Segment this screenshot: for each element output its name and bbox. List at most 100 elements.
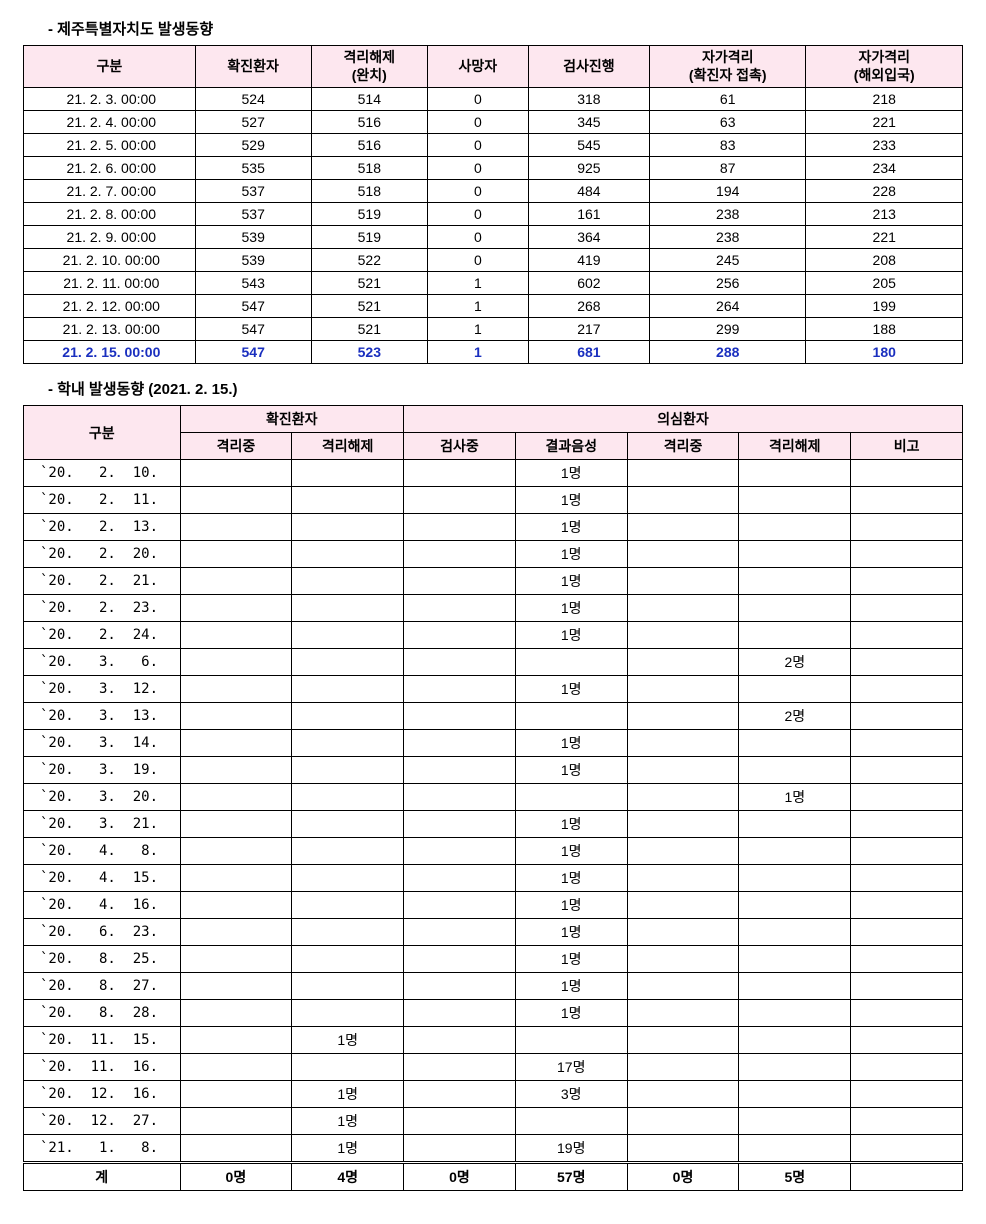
table-row: 21. 2. 4. 00:00527516034563221 xyxy=(24,111,963,134)
t2-cell: 1명 xyxy=(515,919,627,946)
t2-date: `20. 2. 24. xyxy=(24,622,181,649)
t2-cell: 1명 xyxy=(292,1081,404,1108)
t1-cell: 217 xyxy=(528,318,649,341)
t2-cell: 3명 xyxy=(515,1081,627,1108)
t1-date: 21. 2. 13. 00:00 xyxy=(24,318,196,341)
t2-cell xyxy=(292,892,404,919)
t2-cell: 1명 xyxy=(515,568,627,595)
t2-cell xyxy=(404,487,516,514)
table-row: `20. 3. 19.1명 xyxy=(24,757,963,784)
t2-cell xyxy=(627,703,739,730)
t2-cell xyxy=(851,595,963,622)
t1-cell: 238 xyxy=(649,226,806,249)
t2-cell xyxy=(180,487,292,514)
t2-cell xyxy=(851,919,963,946)
t2-cell xyxy=(627,487,739,514)
table-row: `20. 4. 15.1명 xyxy=(24,865,963,892)
table-row: 21. 2. 13. 00:005475211217299188 xyxy=(24,318,963,341)
t2-date: `20. 2. 23. xyxy=(24,595,181,622)
t2-cell xyxy=(851,1000,963,1027)
table-row: `20. 3. 21.1명 xyxy=(24,811,963,838)
t2-cell xyxy=(627,811,739,838)
table-row: `20. 2. 20.1명 xyxy=(24,541,963,568)
t2-cell xyxy=(180,1000,292,1027)
t1-cell: 519 xyxy=(311,226,427,249)
t2-date: `20. 2. 10. xyxy=(24,460,181,487)
t2-date: `20. 8. 27. xyxy=(24,973,181,1000)
t2-cell: 1명 xyxy=(515,730,627,757)
t2-total-cell: 5명 xyxy=(739,1163,851,1191)
t1-header-2: 격리해제(완치) xyxy=(311,46,427,88)
t2-cell xyxy=(180,811,292,838)
t2-cell xyxy=(627,892,739,919)
t2-cell xyxy=(739,946,851,973)
table-row: 21. 2. 8. 00:005375190161238213 xyxy=(24,203,963,226)
t2-cell xyxy=(627,1054,739,1081)
t1-date: 21. 2. 8. 00:00 xyxy=(24,203,196,226)
table-row: `20. 2. 10.1명 xyxy=(24,460,963,487)
t2-date: `20. 11. 15. xyxy=(24,1027,181,1054)
t2-cell: 1명 xyxy=(515,1000,627,1027)
t2-cell xyxy=(292,730,404,757)
t1-date: 21. 2. 6. 00:00 xyxy=(24,157,196,180)
t2-cell xyxy=(851,703,963,730)
t1-date: 21. 2. 3. 00:00 xyxy=(24,88,196,111)
t2-cell xyxy=(739,919,851,946)
t2-cell xyxy=(627,757,739,784)
t2-cell xyxy=(851,1135,963,1163)
t2-cell xyxy=(180,757,292,784)
t1-cell: 537 xyxy=(195,203,311,226)
t2-cell xyxy=(851,892,963,919)
t2-cell: 2명 xyxy=(739,703,851,730)
t1-cell: 205 xyxy=(806,272,963,295)
t2-cell: 1명 xyxy=(515,487,627,514)
t2-cell xyxy=(739,757,851,784)
t2-cell xyxy=(515,649,627,676)
t2-date: `20. 8. 28. xyxy=(24,1000,181,1027)
t2-cell xyxy=(292,811,404,838)
t1-cell: 545 xyxy=(528,134,649,157)
t1-cell: 194 xyxy=(649,180,806,203)
t2-cell xyxy=(404,1135,516,1163)
t1-cell: 514 xyxy=(311,88,427,111)
t1-header-0: 구분 xyxy=(24,46,196,88)
t2-cell xyxy=(515,1108,627,1135)
t2-cell xyxy=(739,1108,851,1135)
t1-cell: 602 xyxy=(528,272,649,295)
t2-cell xyxy=(627,838,739,865)
t2-cell xyxy=(627,595,739,622)
t2-cell xyxy=(180,730,292,757)
t1-cell: 288 xyxy=(649,341,806,364)
t2-cell xyxy=(292,919,404,946)
t1-cell: 63 xyxy=(649,111,806,134)
t2-date: `20. 3. 12. xyxy=(24,676,181,703)
t1-cell: 535 xyxy=(195,157,311,180)
t2-cell xyxy=(404,1081,516,1108)
t1-header-1: 확진환자 xyxy=(195,46,311,88)
t1-cell: 0 xyxy=(427,88,528,111)
t2-cell: 1명 xyxy=(515,946,627,973)
t2-cell xyxy=(851,568,963,595)
t2-cell xyxy=(180,1135,292,1163)
t2-cell xyxy=(292,649,404,676)
t1-cell: 518 xyxy=(311,180,427,203)
t2-cell: 1명 xyxy=(292,1135,404,1163)
t2-date: `20. 2. 20. xyxy=(24,541,181,568)
t2-date: `20. 4. 8. xyxy=(24,838,181,865)
t2-total-cell: 0명 xyxy=(627,1163,739,1191)
t2-date: `20. 12. 16. xyxy=(24,1081,181,1108)
t2-header2-4: 격리중 xyxy=(627,433,739,460)
t1-cell: 364 xyxy=(528,226,649,249)
t2-cell xyxy=(404,1027,516,1054)
t2-cell xyxy=(739,865,851,892)
t2-date: `20. 3. 14. xyxy=(24,730,181,757)
t2-cell xyxy=(851,460,963,487)
t2-cell xyxy=(180,568,292,595)
t2-cell: 19명 xyxy=(515,1135,627,1163)
t2-cell xyxy=(292,946,404,973)
t2-cell xyxy=(180,946,292,973)
t1-cell: 233 xyxy=(806,134,963,157)
t1-cell: 543 xyxy=(195,272,311,295)
table-row: `20. 12. 16. 1명 3명 xyxy=(24,1081,963,1108)
t2-cell: 1명 xyxy=(515,595,627,622)
